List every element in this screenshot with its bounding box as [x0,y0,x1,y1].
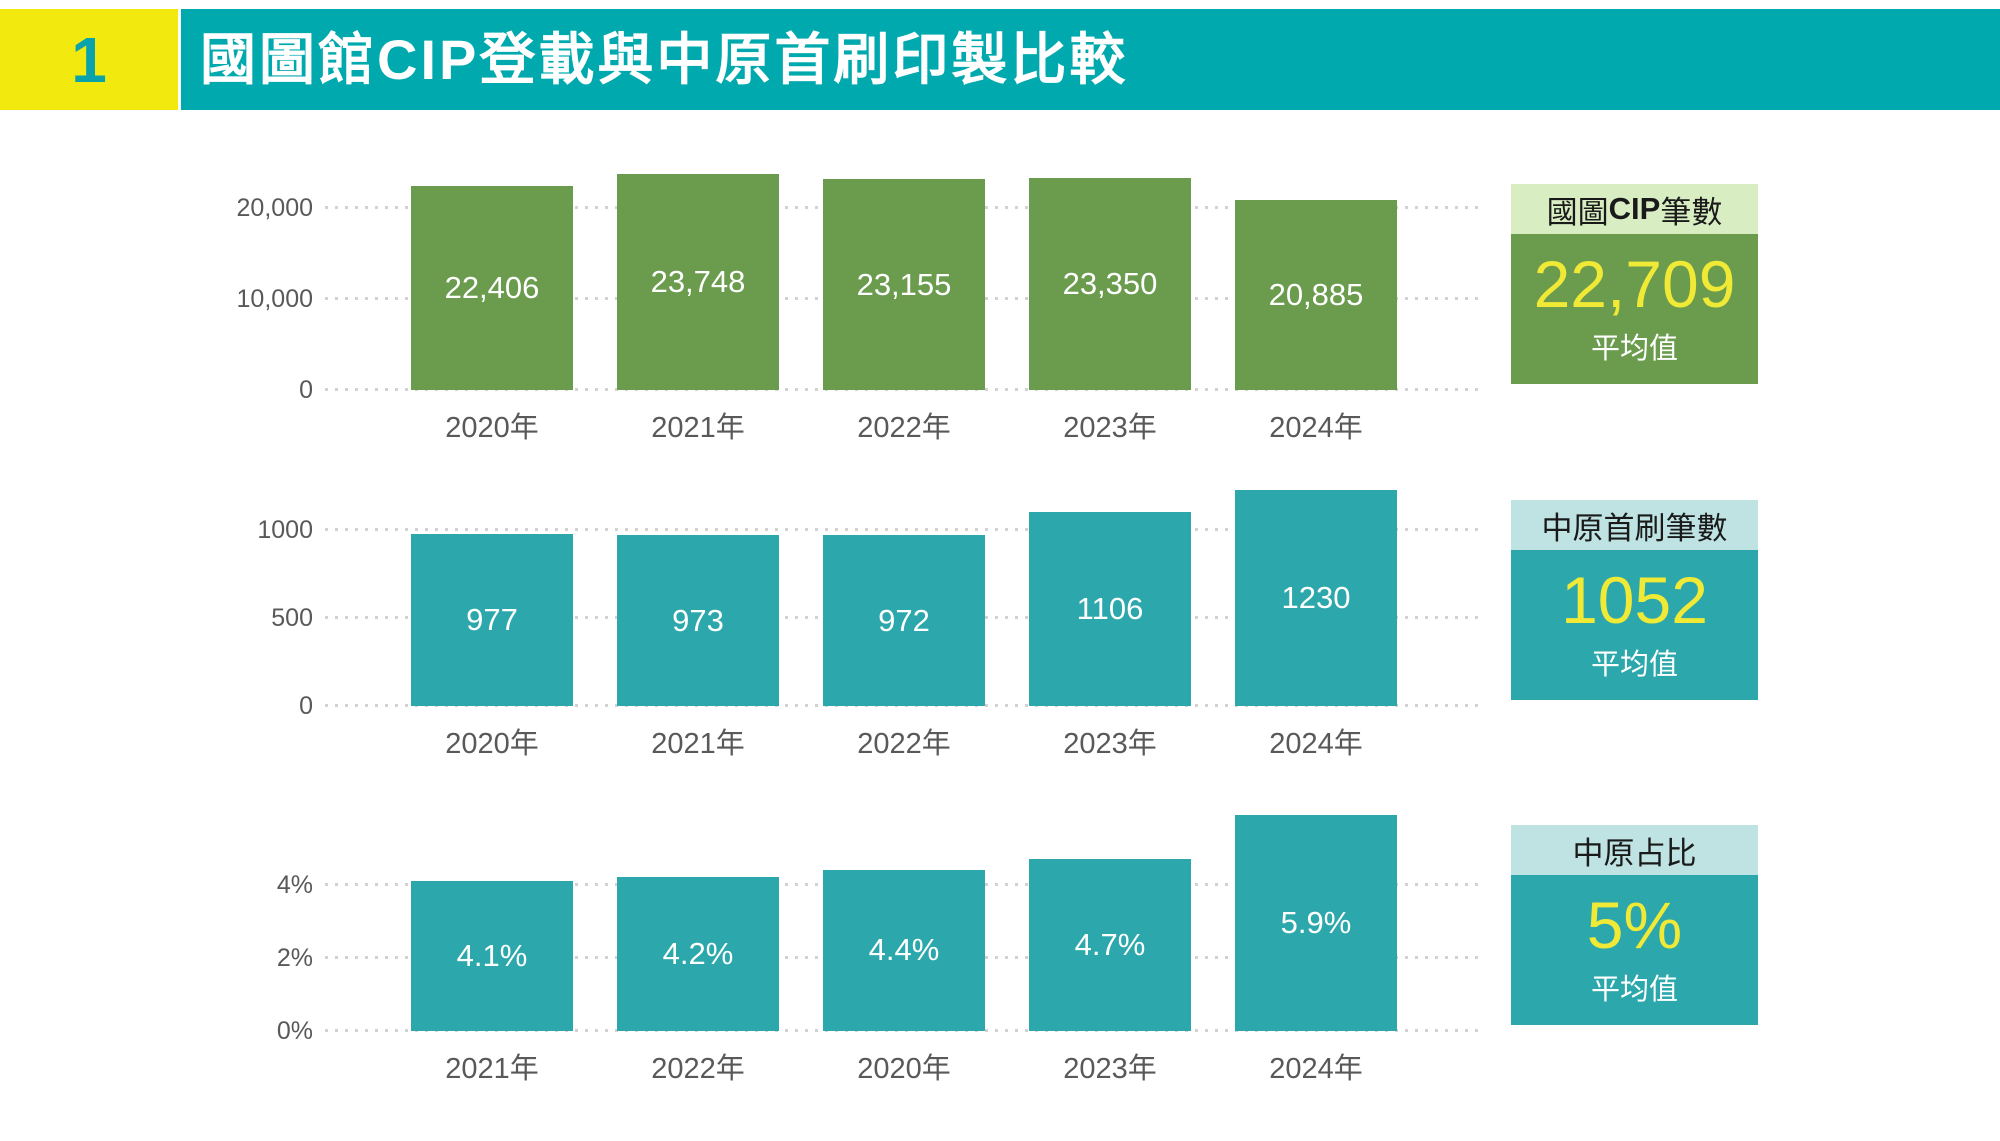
bar-2024年: 5.9% [1235,815,1397,1031]
bar-value-label: 23,350 [1062,265,1158,301]
summary-panel-title: 中原首刷筆數 [1511,500,1758,550]
summary-panel-2: 中原首刷筆數 1052 平均值 [1511,500,1758,700]
bar-2021年: 23,748 [617,174,779,390]
x-axis-category-label: 2024年 [1269,1053,1363,1085]
bar-2020年: 22,406 [411,186,573,390]
x-axis-category-label: 2021年 [651,728,745,760]
plot-area-1: 22,406 2020年 23,748 2021年 23,155 2022年 23,350 2… [325,150,1478,444]
x-axis-category-label: 2022年 [857,728,951,760]
summary-panel-3: 中原占比 5% 平均值 [1511,825,1758,1025]
y-axis-tick-label: 500 [271,604,313,633]
chart-row-1: 22,406 2020年 23,748 2021年 23,155 2022年 23,350 2… [0,150,2000,465]
average-value: 1052 [1561,563,1708,637]
bar-value-label: 23,155 [856,266,952,302]
y-axis-tick-label: 0 [299,376,313,404]
bar-2023年: 23,350 [1029,177,1191,390]
gridline [325,528,1478,532]
bar-value-label: 4.7% [1074,926,1146,962]
bar-2023年: 4.7% [1029,858,1191,1031]
x-axis-category-label: 2023年 [1063,728,1157,760]
y-axis-tick-label: 2% [276,943,313,972]
x-axis-category-label: 2020年 [857,1053,951,1085]
title-bar: 國圖館CIP登載與中原首刷印製比較 [181,9,2000,110]
average-caption: 平均值 [1590,974,1678,1006]
y-axis-tick-label: 1000 [257,516,313,545]
bar-value-label: 1106 [1076,590,1144,626]
bar-value-label: 973 [672,602,724,638]
x-axis-category-label: 2024年 [1269,728,1363,760]
average-caption: 平均值 [1590,333,1678,365]
slide-number: 1 [71,23,107,96]
page-title: 國圖館CIP登載與中原首刷印製比較 [200,27,1129,91]
bar-2022年: 23,155 [823,179,985,390]
x-axis-category-label: 2021年 [651,412,745,444]
summary-panel-body: 5% 平均值 [1511,875,1758,1025]
bar-value-label: 972 [878,602,930,638]
x-axis-category-label: 2023年 [1063,412,1157,444]
chart-row-2: 977 2020年 973 2021年 972 2022年 1106 2023年 1230 202… [0,466,2000,781]
bar-value-label: 977 [466,602,518,638]
bar-2020年: 4.4% [823,869,985,1031]
summary-panel-1: 國圖 CIP 筆數 22,709 平均值 [1511,184,1758,384]
bar-value-label: 22,406 [444,270,540,306]
summary-panel-title: 中原占比 [1511,825,1758,875]
bar-2024年: 20,885 [1235,200,1397,390]
average-caption: 平均值 [1590,649,1678,681]
y-axis-tick-label: 4% [276,870,313,899]
bar-value-label: 1230 [1281,580,1351,615]
bar-value-label: 4.1% [456,937,528,973]
bar-value-label: 4.4% [868,932,940,968]
bar-2021年: 973 [617,535,779,706]
slide-number-badge: 1 [0,9,178,110]
y-axis-tick-label: 10,000 [236,285,313,314]
bar-2024年: 1230 [1235,490,1397,706]
bar-2022年: 972 [823,535,985,706]
plot-area-2: 977 2020年 973 2021年 972 2022年 1106 2023年 1230 202… [325,466,1478,760]
average-value: 5% [1586,888,1683,962]
x-axis-category-label: 2022年 [857,412,951,444]
x-axis-category-label: 2024年 [1269,412,1363,444]
x-axis-category-label: 2020年 [445,412,539,444]
chart-row-3: 4.1% 2021年 4.2% 2022年 4.4% 2020年 4.7% 2023年 5.9%… [0,791,2000,1106]
x-axis-category-label: 2022年 [651,1053,745,1085]
summary-panel-title-bold-text: CIP [1608,191,1661,226]
summary-panel-title-text: 中原首刷筆數 [1541,510,1728,546]
bar-2023年: 1106 [1029,511,1191,706]
y-axis-tick-label: 20,000 [236,194,313,223]
bar-value-label: 5.9% [1280,905,1352,940]
summary-panel-title: 國圖 CIP 筆數 [1511,184,1758,234]
bar-value-label: 20,885 [1268,277,1364,312]
x-axis-category-label: 2023年 [1063,1053,1157,1085]
bar-value-label: 4.2% [662,936,734,972]
summary-panel-title-text: 國圖 [1546,194,1609,230]
header: 1 國圖館CIP登載與中原首刷印製比較 [0,9,2000,110]
summary-panel-title-text: 中原占比 [1572,835,1697,871]
x-axis-category-label: 2020年 [445,728,539,760]
bar-value-label: 23,748 [650,264,746,299]
y-axis-tick-label: 0 [299,692,313,720]
x-axis-category-label: 2021年 [445,1053,539,1085]
bar-2020年: 977 [411,534,573,706]
summary-panel-body: 22,709 平均值 [1511,234,1758,384]
summary-panel-body: 1052 平均值 [1511,550,1758,700]
bar-2021年: 4.1% [411,880,573,1031]
summary-panel-title-text: 筆數 [1660,194,1723,230]
average-value: 22,709 [1533,247,1736,321]
y-axis-tick-label: 0% [276,1017,313,1045]
plot-area-3: 4.1% 2021年 4.2% 2022年 4.4% 2020年 4.7% 2023年 5.9%… [325,791,1478,1085]
bar-2022年: 4.2% [617,877,779,1031]
